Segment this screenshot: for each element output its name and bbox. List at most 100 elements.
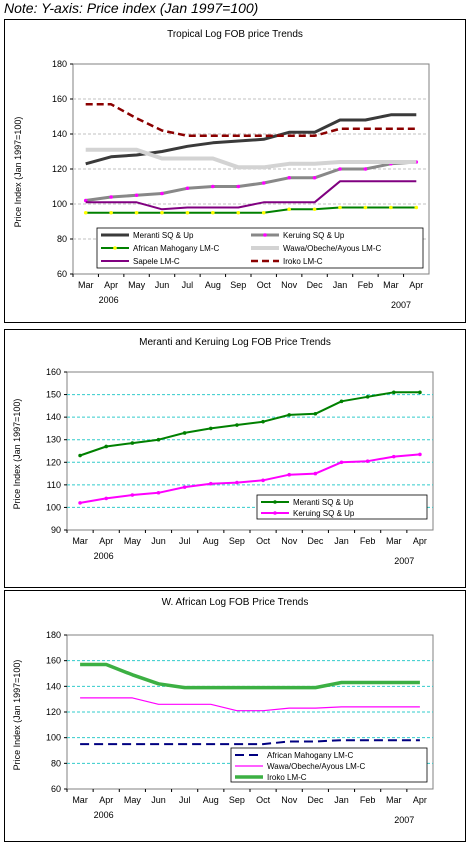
y-tick-label: 110 <box>47 480 61 490</box>
legend-label: Wawa/Obeche/Ayous LM-C <box>283 244 381 253</box>
year-label-2006: 2006 <box>99 295 119 305</box>
y-tick-label: 80 <box>51 758 61 768</box>
data-point <box>363 205 368 210</box>
data-point <box>156 490 161 495</box>
x-tick-label: Apr <box>409 280 423 290</box>
data-point <box>261 478 265 483</box>
data-point <box>78 501 82 505</box>
data-point <box>134 193 139 198</box>
series-line-0 <box>80 739 420 746</box>
series-line-2 <box>85 206 417 214</box>
chart-west-african-svg: W. African Log FOB Price Trends 60 80 100 12… <box>12 597 434 825</box>
x-tick-label: Aug <box>205 280 221 290</box>
legend-label: Keruing SQ & Up <box>283 231 345 240</box>
data-point <box>338 167 342 171</box>
data-point <box>287 207 291 212</box>
data-point <box>363 167 368 171</box>
legend-label: Iroko LM-C <box>283 257 323 266</box>
data-point <box>365 395 370 399</box>
data-point <box>339 399 344 404</box>
x-tick-label: Mar <box>72 536 88 546</box>
x-tick-label: Feb <box>360 795 376 805</box>
year-label-2007: 2007 <box>394 556 414 566</box>
year-label-2006: 2006 <box>94 551 114 561</box>
x-tick-label: May <box>124 795 142 805</box>
data-point <box>235 480 239 485</box>
y-tick-label: 100 <box>46 502 61 512</box>
x-tick-label: Jan <box>333 280 348 290</box>
x-tick-label: Oct <box>257 280 272 290</box>
y-tick-label: 80 <box>57 234 67 244</box>
y-tick-label: 100 <box>52 199 67 209</box>
data-point <box>391 390 396 395</box>
x-tick-label: Mar <box>72 795 88 805</box>
x-tick-label: Dec <box>307 536 324 546</box>
x-tick-label: Sep <box>229 795 245 805</box>
series-line-1 <box>80 697 420 712</box>
data-point <box>208 481 213 486</box>
x-tick-label: Mar <box>383 280 399 290</box>
data-point <box>130 441 135 445</box>
x-tick-label: Aug <box>203 536 219 546</box>
y-tick-label: 60 <box>51 784 61 794</box>
x-tick-label: Jan <box>334 536 349 546</box>
legend-marker <box>263 233 267 237</box>
data-point <box>160 191 164 196</box>
legend-box <box>230 747 428 783</box>
chart-title: Meranti and Keruing Log FOB Price Trends <box>139 337 331 348</box>
year-label-2007: 2007 <box>391 300 411 310</box>
year-label-2007: 2007 <box>394 815 414 825</box>
data-point <box>211 210 215 215</box>
series-line-1 <box>79 453 420 504</box>
x-tick-label: Jul <box>182 280 194 290</box>
data-point <box>261 181 266 185</box>
x-tick-label: Mar <box>386 536 402 546</box>
data-point <box>156 437 161 442</box>
x-tick-label: Apr <box>99 536 113 546</box>
y-tick-label: 140 <box>52 129 67 139</box>
chart-title: W. African Log FOB Price Trends <box>162 597 309 608</box>
data-point <box>261 210 266 215</box>
y-tick-label: 90 <box>51 525 61 535</box>
data-point <box>391 454 396 459</box>
series-line-2 <box>80 662 420 690</box>
x-tick-label: Feb <box>358 280 374 290</box>
data-point <box>418 452 422 457</box>
y-tick-label: 160 <box>46 656 61 666</box>
data-point <box>312 175 317 180</box>
y-tick-label: 100 <box>46 733 61 743</box>
data-point <box>109 195 113 199</box>
x-tick-label: Oct <box>256 795 271 805</box>
data-point <box>134 210 139 215</box>
legend-box <box>256 494 428 520</box>
series-line-1 <box>85 160 417 202</box>
x-tick-label: Apr <box>413 536 427 546</box>
data-point <box>130 493 135 497</box>
x-tick-label: Jun <box>151 795 166 805</box>
y-tick-label: 180 <box>46 630 61 640</box>
data-point <box>78 453 82 458</box>
x-tick-label: Jan <box>334 795 349 805</box>
chart-title: Tropical Log FOB price Trends <box>167 29 303 40</box>
chart-meranti-keruing-svg: Meranti and Keruing Log FOB Price Trends… <box>12 337 434 566</box>
x-tick-label: May <box>124 536 142 546</box>
data-point <box>287 413 292 417</box>
legend-label: Wawa/Obeche/Ayous LM-C <box>267 762 365 771</box>
x-tick-label: Dec <box>307 280 324 290</box>
legend-label: Meranti SQ & Up <box>293 498 354 507</box>
x-tick-label: Apr <box>99 795 113 805</box>
data-point <box>182 431 187 435</box>
data-point <box>104 444 109 449</box>
y-tick-label: 140 <box>46 412 61 422</box>
legend-label: Iroko LM-C <box>267 773 307 782</box>
x-tick-label: May <box>128 280 146 290</box>
x-tick-label: Mar <box>78 280 94 290</box>
data-point <box>160 210 164 215</box>
legend-marker <box>273 511 277 515</box>
x-tick-label: Aug <box>203 795 219 805</box>
data-point <box>365 459 370 463</box>
y-axis-label: Price Index (Jan 1997=100) <box>12 399 22 510</box>
series-line-4 <box>85 180 417 211</box>
y-tick-label: 60 <box>57 269 67 279</box>
data-point <box>312 207 317 212</box>
